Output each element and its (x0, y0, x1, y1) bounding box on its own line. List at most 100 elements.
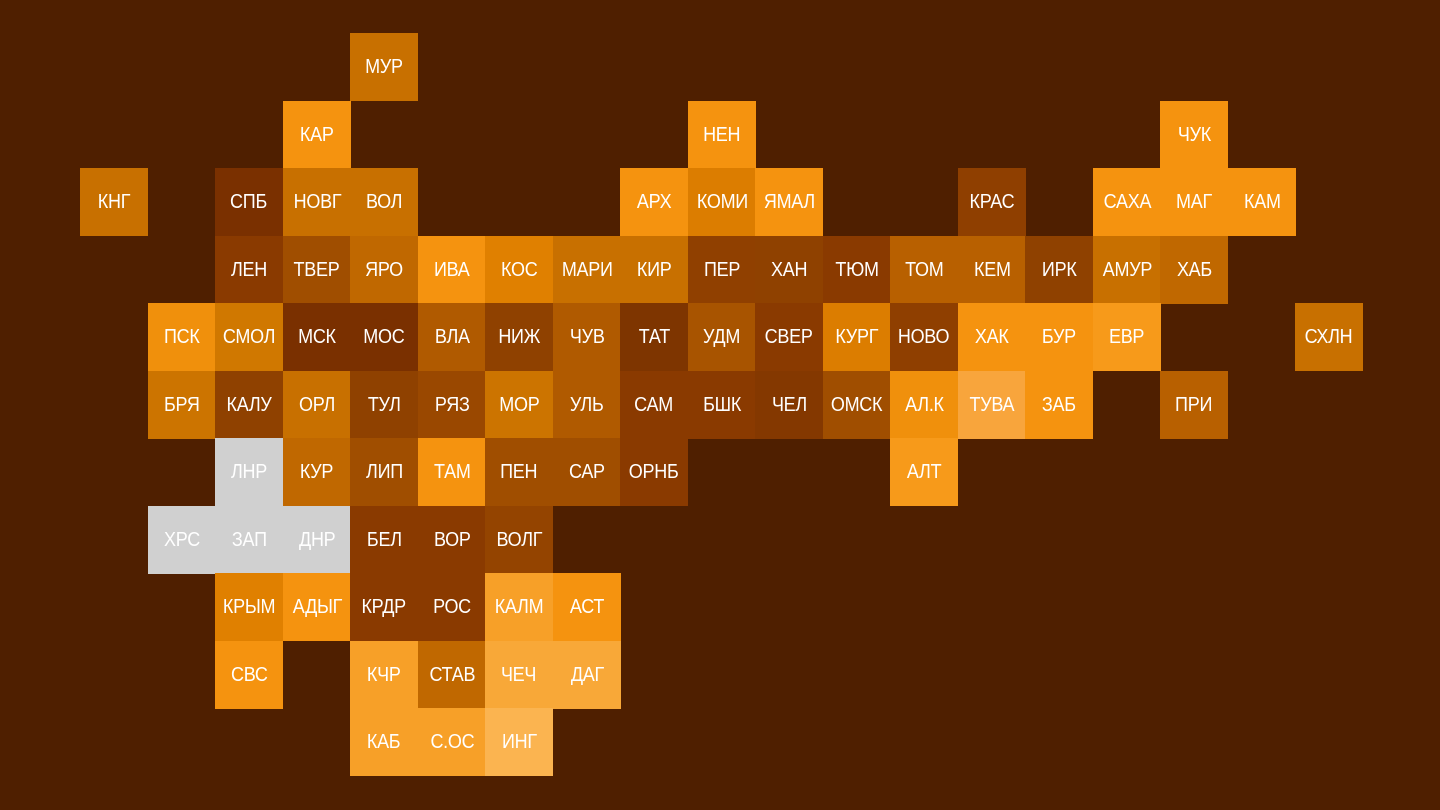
region-tile[interactable]: ТВЕР (283, 236, 351, 304)
region-tile[interactable]: АЛ.К (890, 371, 958, 439)
region-tile[interactable]: КАЛУ (215, 371, 283, 439)
region-tile[interactable]: КУРГ (823, 303, 891, 371)
region-tile[interactable]: ВОЛГ (485, 506, 553, 574)
region-tile[interactable]: КАБ (350, 708, 418, 776)
region-tile[interactable]: НЕН (688, 101, 756, 169)
region-tile[interactable]: КАР (283, 101, 351, 169)
region-tile[interactable]: С.ОС (418, 708, 486, 776)
region-tile[interactable]: ТАТ (620, 303, 688, 371)
region-tile[interactable]: НОВО (890, 303, 958, 371)
region-tile[interactable]: ПЕН (485, 438, 553, 506)
region-label: ЧУВ (569, 325, 605, 348)
region-tile[interactable]: НИЖ (485, 303, 553, 371)
region-tile[interactable]: СВЕР (755, 303, 823, 371)
region-tile[interactable]: СВС (215, 641, 283, 709)
region-tile[interactable]: ТУВА (958, 371, 1026, 439)
region-tile[interactable]: САХА (1093, 168, 1161, 236)
region-tile[interactable]: ЯРО (350, 236, 418, 304)
region-tile[interactable]: РОС (418, 573, 486, 641)
region-tile[interactable]: ЕВР (1093, 303, 1161, 371)
region-tile[interactable]: АЛТ (890, 438, 958, 506)
region-tile[interactable]: ЛЕН (215, 236, 283, 304)
region-tile[interactable]: КРАС (958, 168, 1026, 236)
region-tile[interactable]: ЛНР (215, 438, 283, 506)
region-tile[interactable]: АРХ (620, 168, 688, 236)
region-label: ХАК (975, 325, 1009, 348)
region-tile[interactable]: ВЛА (418, 303, 486, 371)
region-tile[interactable]: РЯЗ (418, 371, 486, 439)
region-tile[interactable]: БРЯ (148, 371, 216, 439)
region-tile[interactable]: КЕМ (958, 236, 1026, 304)
region-tile[interactable]: ИРК (1025, 236, 1093, 304)
region-tile[interactable]: ПЕР (688, 236, 756, 304)
region-tile[interactable]: ТУЛ (350, 371, 418, 439)
region-tile[interactable]: КЧР (350, 641, 418, 709)
region-tile[interactable]: ТАМ (418, 438, 486, 506)
region-tile[interactable]: СТАВ (418, 641, 486, 709)
region-tile[interactable]: КРЫМ (215, 573, 283, 641)
region-tile[interactable]: ДНР (283, 506, 351, 574)
region-tile[interactable]: КАМ (1228, 168, 1296, 236)
region-label: СВС (230, 663, 268, 686)
region-label: САМ (634, 393, 674, 416)
region-tile[interactable]: НОВГ (283, 168, 351, 236)
region-tile[interactable]: ЧУВ (553, 303, 621, 371)
region-tile[interactable]: ТОМ (890, 236, 958, 304)
region-tile[interactable]: БУР (1025, 303, 1093, 371)
region-tile[interactable]: ХАН (755, 236, 823, 304)
region-tile[interactable]: СМОЛ (215, 303, 283, 371)
region-tile[interactable]: МУР (350, 33, 418, 101)
region-tile[interactable]: ТЮМ (823, 236, 891, 304)
region-label: ОМСК (831, 393, 883, 416)
region-tile[interactable]: ПРИ (1160, 371, 1228, 439)
region-tile[interactable]: МОС (350, 303, 418, 371)
region-label: НОВО (898, 325, 950, 348)
region-tile[interactable]: ЛИП (350, 438, 418, 506)
region-tile[interactable]: САР (553, 438, 621, 506)
region-tile[interactable]: МОР (485, 371, 553, 439)
region-tile[interactable]: СХЛН (1295, 303, 1363, 371)
region-label: СМОЛ (222, 325, 276, 348)
region-tile[interactable]: ЧЕЛ (755, 371, 823, 439)
region-tile[interactable]: ЧУК (1160, 101, 1228, 169)
region-tile[interactable]: УДМ (688, 303, 756, 371)
region-tile[interactable]: КАЛМ (485, 573, 553, 641)
region-tile[interactable]: ДАГ (553, 641, 621, 709)
region-tile[interactable]: ЧЕЧ (485, 641, 553, 709)
region-tile[interactable]: ПСК (148, 303, 216, 371)
region-tile[interactable]: ИВА (418, 236, 486, 304)
region-label: АСТ (569, 595, 605, 618)
region-tile[interactable]: ИНГ (485, 708, 553, 776)
region-tile[interactable]: КИР (620, 236, 688, 304)
region-tile[interactable]: БШК (688, 371, 756, 439)
region-tile[interactable]: КОМИ (688, 168, 756, 236)
region-tile[interactable]: МАГ (1160, 168, 1228, 236)
region-tile[interactable]: ХРС (148, 506, 216, 574)
region-tile[interactable]: КУР (283, 438, 351, 506)
region-label: КАМ (1243, 190, 1281, 213)
region-tile[interactable]: АСТ (553, 573, 621, 641)
region-tile[interactable]: ОРЛ (283, 371, 351, 439)
region-label: РЯЗ (434, 393, 470, 416)
region-tile[interactable]: АДЫГ (283, 573, 351, 641)
region-tile[interactable]: ХАК (958, 303, 1026, 371)
region-tile[interactable]: МСК (283, 303, 351, 371)
region-tile[interactable]: СПБ (215, 168, 283, 236)
region-tile[interactable]: ВОР (418, 506, 486, 574)
region-tile[interactable]: ЗАБ (1025, 371, 1093, 439)
region-tile[interactable]: КРДР (350, 573, 418, 641)
region-tile[interactable]: ЯМАЛ (755, 168, 823, 236)
region-tile[interactable]: ХАБ (1160, 236, 1228, 304)
region-tile[interactable]: ОМСК (823, 371, 891, 439)
region-tile[interactable]: БЕЛ (350, 506, 418, 574)
region-tile[interactable]: УЛЬ (553, 371, 621, 439)
region-tile[interactable]: ОРНБ (620, 438, 688, 506)
region-tile[interactable]: САМ (620, 371, 688, 439)
region-tile[interactable]: КОС (485, 236, 553, 304)
region-tile[interactable]: АМУР (1093, 236, 1161, 304)
region-tile[interactable]: КНГ (80, 168, 148, 236)
region-tile[interactable]: ЗАП (215, 506, 283, 574)
region-tile[interactable]: ВОЛ (350, 168, 418, 236)
region-tile[interactable]: МАРИ (553, 236, 621, 304)
region-label: ХАБ (1176, 258, 1212, 281)
